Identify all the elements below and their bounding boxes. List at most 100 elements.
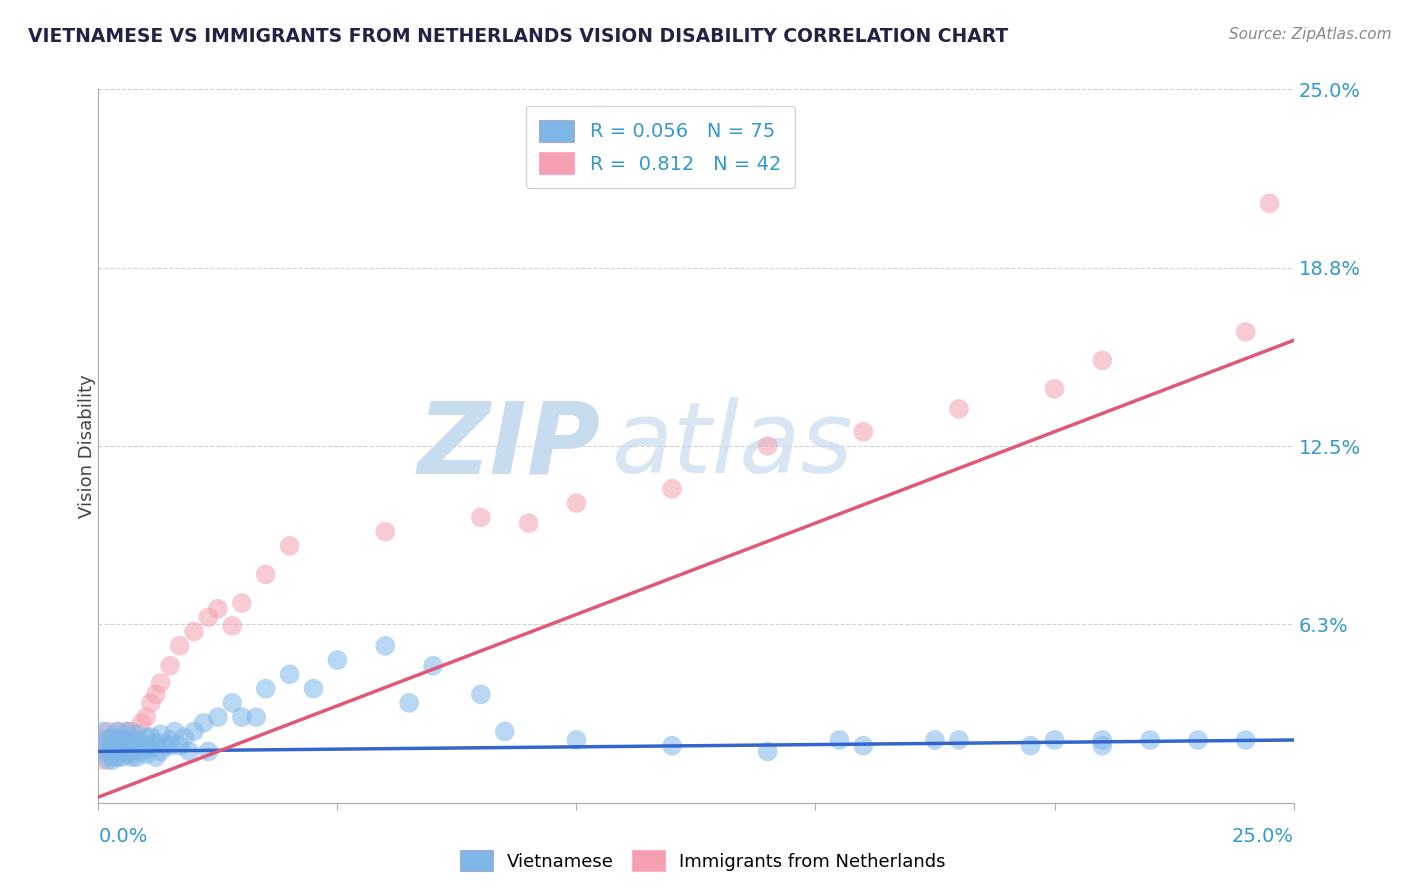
- Point: [470, 687, 492, 701]
- Point: [207, 710, 229, 724]
- Point: [163, 724, 186, 739]
- Point: [1043, 733, 1066, 747]
- Point: [661, 739, 683, 753]
- Point: [101, 750, 124, 764]
- Point: [948, 733, 970, 747]
- Point: [1091, 739, 1114, 753]
- Point: [111, 739, 134, 753]
- Point: [1043, 382, 1066, 396]
- Point: [183, 724, 205, 739]
- Y-axis label: Vision Disability: Vision Disability: [79, 374, 96, 518]
- Point: [111, 750, 134, 764]
- Point: [470, 510, 492, 524]
- Point: [517, 516, 540, 530]
- Point: [1234, 733, 1257, 747]
- Point: [131, 715, 153, 730]
- Point: [374, 524, 396, 539]
- Point: [145, 750, 167, 764]
- Point: [97, 724, 120, 739]
- Point: [159, 739, 181, 753]
- Point: [374, 639, 396, 653]
- Point: [115, 741, 138, 756]
- Point: [107, 733, 129, 747]
- Point: [107, 724, 129, 739]
- Point: [326, 653, 349, 667]
- Point: [197, 744, 219, 758]
- Point: [422, 658, 444, 673]
- Text: VIETNAMESE VS IMMIGRANTS FROM NETHERLANDS VISION DISABILITY CORRELATION CHART: VIETNAMESE VS IMMIGRANTS FROM NETHERLAND…: [28, 27, 1008, 45]
- Point: [756, 744, 779, 758]
- Point: [131, 744, 153, 758]
- Point: [924, 733, 946, 747]
- Point: [852, 425, 875, 439]
- Point: [135, 710, 157, 724]
- Point: [139, 741, 162, 756]
- Point: [145, 736, 167, 750]
- Point: [852, 739, 875, 753]
- Point: [221, 696, 243, 710]
- Point: [1091, 353, 1114, 368]
- Point: [101, 753, 124, 767]
- Point: [91, 744, 114, 758]
- Point: [107, 750, 129, 764]
- Point: [1091, 733, 1114, 747]
- Point: [661, 482, 683, 496]
- Point: [197, 610, 219, 624]
- Point: [278, 539, 301, 553]
- Point: [91, 724, 114, 739]
- Point: [121, 733, 143, 747]
- Point: [101, 739, 124, 753]
- Point: [111, 733, 134, 747]
- Point: [97, 739, 120, 753]
- Point: [159, 733, 181, 747]
- Point: [173, 730, 195, 744]
- Point: [121, 739, 143, 753]
- Point: [169, 639, 191, 653]
- Point: [101, 733, 124, 747]
- Point: [135, 730, 157, 744]
- Point: [101, 744, 124, 758]
- Text: atlas: atlas: [612, 398, 853, 494]
- Text: ZIP: ZIP: [418, 398, 600, 494]
- Text: Source: ZipAtlas.com: Source: ZipAtlas.com: [1229, 27, 1392, 42]
- Point: [1258, 196, 1281, 211]
- Point: [115, 724, 138, 739]
- Point: [1234, 325, 1257, 339]
- Point: [97, 744, 120, 758]
- Point: [565, 733, 588, 747]
- Point: [97, 733, 120, 747]
- Point: [121, 744, 143, 758]
- Point: [245, 710, 267, 724]
- Point: [398, 696, 420, 710]
- Point: [565, 496, 588, 510]
- Text: 25.0%: 25.0%: [1232, 827, 1294, 846]
- Point: [149, 676, 172, 690]
- Point: [125, 741, 148, 756]
- Point: [1019, 739, 1042, 753]
- Point: [494, 724, 516, 739]
- Point: [101, 730, 124, 744]
- Point: [231, 710, 253, 724]
- Point: [149, 727, 172, 741]
- Point: [107, 739, 129, 753]
- Point: [121, 750, 143, 764]
- Point: [207, 601, 229, 615]
- Point: [193, 715, 215, 730]
- Point: [139, 696, 162, 710]
- Legend: Vietnamese, Immigrants from Netherlands: Vietnamese, Immigrants from Netherlands: [453, 843, 953, 879]
- Point: [828, 733, 851, 747]
- Point: [91, 733, 114, 747]
- Point: [179, 744, 201, 758]
- Point: [254, 681, 277, 696]
- Point: [115, 724, 138, 739]
- Point: [756, 439, 779, 453]
- Point: [139, 730, 162, 744]
- Point: [169, 739, 191, 753]
- Point: [111, 744, 134, 758]
- Point: [115, 747, 138, 762]
- Point: [278, 667, 301, 681]
- Point: [302, 681, 325, 696]
- Point: [125, 750, 148, 764]
- Point: [115, 739, 138, 753]
- Point: [111, 744, 134, 758]
